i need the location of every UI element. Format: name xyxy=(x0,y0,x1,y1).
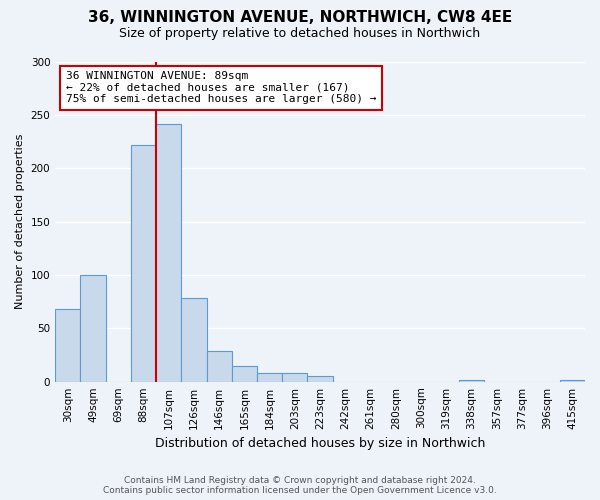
Bar xyxy=(232,366,257,382)
Bar xyxy=(282,373,307,382)
Text: Size of property relative to detached houses in Northwich: Size of property relative to detached ho… xyxy=(119,28,481,40)
Bar xyxy=(80,275,106,382)
Bar xyxy=(181,298,206,382)
Bar xyxy=(206,350,232,382)
Text: Contains HM Land Registry data © Crown copyright and database right 2024.
Contai: Contains HM Land Registry data © Crown c… xyxy=(103,476,497,495)
Bar xyxy=(307,376,332,382)
Bar xyxy=(131,144,156,382)
Bar xyxy=(560,380,585,382)
X-axis label: Distribution of detached houses by size in Northwich: Distribution of detached houses by size … xyxy=(155,437,485,450)
Text: 36, WINNINGTON AVENUE, NORTHWICH, CW8 4EE: 36, WINNINGTON AVENUE, NORTHWICH, CW8 4E… xyxy=(88,10,512,25)
Bar xyxy=(156,124,181,382)
Bar xyxy=(55,309,80,382)
Bar xyxy=(459,380,484,382)
Y-axis label: Number of detached properties: Number of detached properties xyxy=(15,134,25,310)
Bar xyxy=(257,373,282,382)
Text: 36 WINNINGTON AVENUE: 89sqm
← 22% of detached houses are smaller (167)
75% of se: 36 WINNINGTON AVENUE: 89sqm ← 22% of det… xyxy=(66,71,376,104)
